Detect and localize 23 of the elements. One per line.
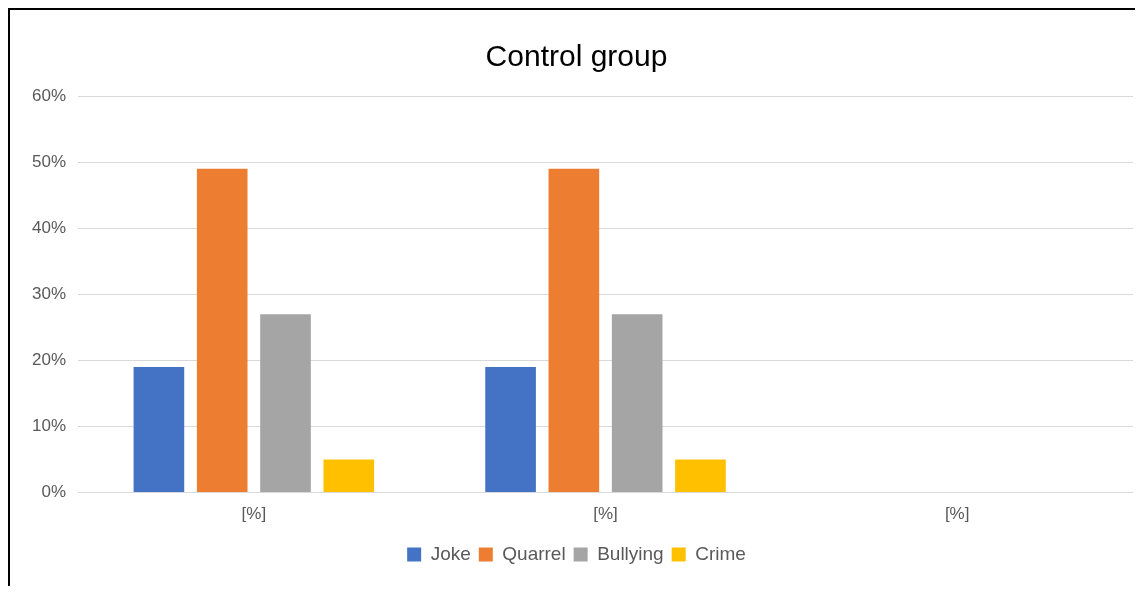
x-tick-label: [%]	[241, 504, 267, 524]
x-tick-label: [%]	[944, 504, 970, 524]
y-tick-label: 20%	[31, 350, 67, 370]
bar	[485, 367, 536, 493]
chart-title: Control group	[485, 39, 668, 73]
y-tick-label: 60%	[31, 85, 67, 105]
x-tick-label: [%]	[593, 504, 618, 524]
bar	[196, 168, 248, 493]
legend-label: Joke	[430, 542, 471, 564]
y-tick-label: 40%	[31, 217, 67, 237]
bar	[260, 314, 311, 493]
bar	[323, 459, 375, 493]
bar	[548, 168, 600, 493]
legend-label: Crime	[695, 542, 746, 564]
y-tick-label: 10%	[31, 416, 67, 436]
legend-label: Bullying	[597, 542, 664, 564]
bar	[611, 314, 663, 493]
bar	[133, 367, 185, 493]
y-tick-label: 30%	[31, 283, 67, 303]
bar	[675, 459, 726, 493]
legend-label: Quarrel	[502, 542, 566, 564]
y-tick-label: 0%	[41, 482, 67, 502]
y-tick-label: 50%	[31, 151, 67, 171]
